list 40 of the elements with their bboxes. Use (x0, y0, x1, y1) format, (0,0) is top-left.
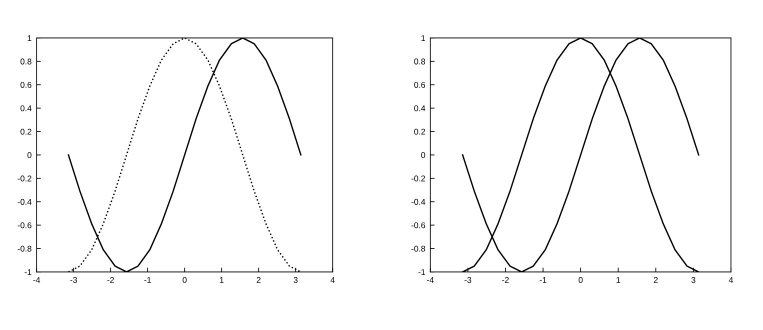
y-tick-label: 0.8 (20, 58, 32, 64)
y-tick-label: -1 (418, 269, 426, 275)
x-tick-label: 0 (182, 277, 187, 283)
y-tick-label: -0.6 (18, 222, 32, 228)
x-tick-label: 1 (220, 277, 224, 283)
x-tick-label: -1 (540, 277, 546, 283)
x-tick-label: -3 (70, 277, 77, 283)
x-tick-label: 4 (728, 277, 734, 283)
x-tick-label: 4 (330, 277, 335, 283)
x-tick-label: -1 (144, 277, 151, 283)
y-tick-label: -0.2 (411, 176, 426, 182)
y-tick-label: -1 (24, 269, 32, 275)
y-tick-label: 0.2 (414, 128, 426, 135)
x-tick-label: 3 (691, 277, 696, 283)
y-tick-label: 0.6 (20, 82, 32, 88)
x-tick-label: -3 (464, 277, 472, 283)
y-tick-label: -0.8 (411, 246, 426, 252)
x-tick-label: -2 (107, 277, 114, 283)
y-tick-label: 0 (421, 152, 426, 158)
x-tick-label: 1 (616, 277, 620, 283)
y-tick-label: 0.4 (414, 105, 426, 112)
y-tick-label: -0.4 (18, 198, 32, 205)
y-tick-label: -0.8 (18, 246, 32, 252)
x-tick-label: -4 (426, 277, 434, 283)
y-tick-label: 0 (27, 152, 32, 158)
y-tick-label: 0.8 (414, 58, 426, 64)
y-tick-label: 0.2 (20, 128, 32, 135)
x-tick-label: 2 (256, 277, 261, 283)
x-tick-label: -2 (502, 277, 509, 283)
y-tick-label: -0.4 (411, 198, 426, 205)
y-tick-label: 0.4 (20, 105, 32, 112)
y-tick-label: 1 (28, 35, 32, 41)
x-tick-label: 0 (578, 277, 583, 283)
x-tick-label: 3 (294, 277, 298, 283)
x-tick-label: -4 (33, 277, 40, 283)
y-tick-label: -0.2 (18, 176, 32, 182)
y-tick-label: -0.6 (411, 222, 426, 228)
y-tick-label: 1 (421, 35, 426, 41)
y-tick-label: 0.6 (414, 82, 426, 88)
x-tick-label: 2 (654, 277, 658, 283)
